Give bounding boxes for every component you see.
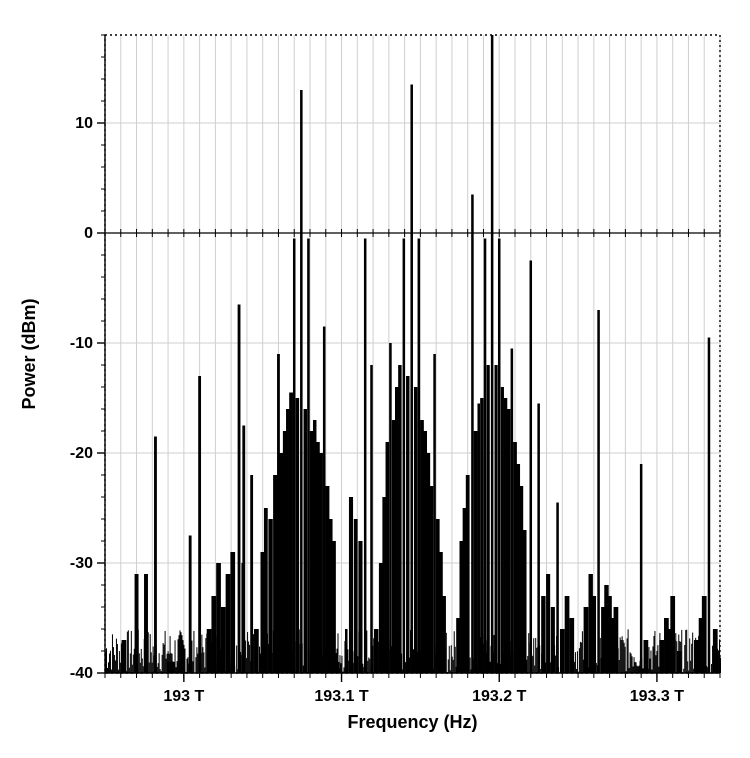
svg-text:193.1 T: 193.1 T [314, 688, 368, 705]
svg-text:193.3 T: 193.3 T [630, 688, 684, 705]
svg-text:0: 0 [84, 225, 93, 242]
svg-text:193.2 T: 193.2 T [472, 688, 526, 705]
svg-text:Frequency (Hz): Frequency (Hz) [347, 712, 477, 732]
svg-text:193 T: 193 T [163, 688, 204, 705]
svg-text:-40: -40 [70, 665, 93, 682]
svg-text:-10: -10 [70, 335, 93, 352]
power-spectrum-chart: -40 -30 -20 -10 0 10 193 T 193.1 T 193.2 T 193.3 … [0, 0, 750, 758]
svg-text:-20: -20 [70, 445, 93, 462]
svg-text:10: 10 [75, 115, 93, 132]
svg-text:Power (dBm): Power (dBm) [19, 298, 39, 409]
svg-text:-30: -30 [70, 555, 93, 572]
spectrum-chart-container: { "chart": { "type": "bar", "width": 750… [0, 0, 750, 758]
